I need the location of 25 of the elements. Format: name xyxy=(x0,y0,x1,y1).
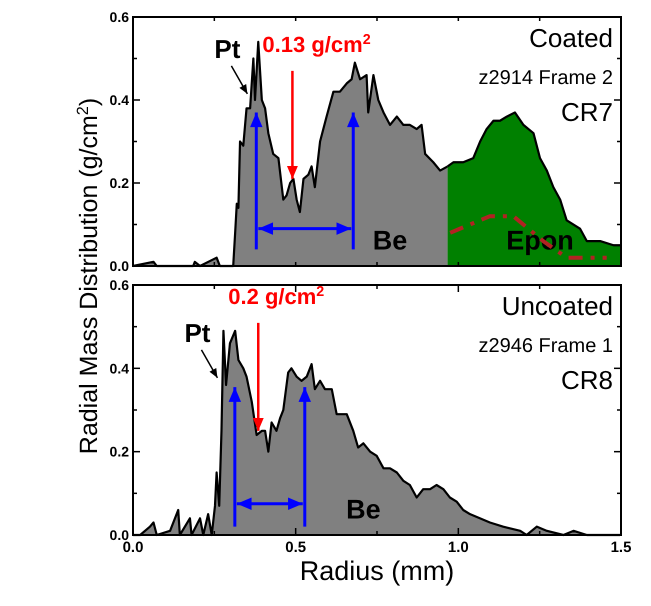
annotation: Uncoated xyxy=(502,291,613,321)
y-tick-label: 0.4 xyxy=(110,360,130,376)
y-tick-label: 0.0 xyxy=(110,258,130,274)
annotation: z2914 Frame 2 xyxy=(478,67,613,89)
annotation: z2946 Frame 1 xyxy=(478,335,613,357)
y-tick-label: 0.2 xyxy=(110,444,130,460)
series-label: Be xyxy=(346,494,381,524)
annotation: CR8 xyxy=(560,365,613,395)
y-tick-label: 0.6 xyxy=(110,9,130,25)
series-label: Epon xyxy=(506,225,574,256)
series-label: Be xyxy=(372,225,408,256)
x-tick-label: 1.0 xyxy=(448,539,469,556)
y-tick-label: 0.2 xyxy=(110,175,130,191)
annotation: CR7 xyxy=(560,97,613,127)
y-tick-label: 0.4 xyxy=(110,92,130,108)
annotation: 0.2 g/cm$^{2}$ xyxy=(228,284,324,309)
x-tick-label: 0.5 xyxy=(285,539,306,556)
x-tick-label: 1.5 xyxy=(610,539,632,556)
line-series xyxy=(448,214,609,260)
annotation: Pt xyxy=(184,318,211,348)
annotation: 0.13 g/cm$^{2}$ xyxy=(262,32,371,57)
annotation: Pt xyxy=(214,34,241,64)
annotation: Coated xyxy=(529,23,613,53)
x-axis-title: Radius (mm) xyxy=(300,556,454,586)
y-tick-label: 0.6 xyxy=(110,277,130,293)
